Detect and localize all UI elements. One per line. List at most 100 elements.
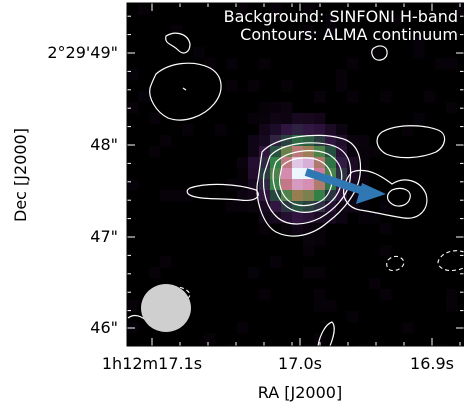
image-pixel	[325, 201, 337, 213]
image-pixel	[369, 146, 381, 158]
contour-small-north	[371, 45, 388, 61]
annotation-background: Background: SINFONI H-band	[224, 7, 458, 26]
image-pixel	[424, 91, 436, 103]
image-pixel	[314, 190, 326, 202]
image-pixel	[237, 179, 249, 191]
image-pixel	[248, 190, 260, 202]
image-pixel	[303, 201, 315, 213]
image-pixel	[270, 3, 282, 15]
image-pixel	[204, 58, 216, 70]
y-tick-label-49: 2°29'49"	[47, 43, 118, 62]
image-pixel	[369, 212, 381, 224]
image-pixel	[193, 47, 205, 59]
image-pixel	[303, 344, 315, 346]
image-pixel	[391, 14, 403, 26]
offset-arrow	[304, 168, 386, 204]
image-pixel	[281, 146, 293, 158]
image-pixel	[237, 3, 249, 15]
y-tick-label-48: 48"	[90, 135, 118, 154]
image-pixel	[259, 113, 271, 125]
image-pixel	[303, 146, 315, 158]
image-pixel	[347, 157, 359, 169]
image-pixel	[237, 190, 249, 202]
image-pixel	[248, 179, 260, 191]
image-pixel	[314, 113, 326, 125]
image-pixel	[160, 190, 172, 202]
image-pixel	[171, 190, 183, 202]
image-pixel	[303, 179, 315, 191]
image-pixel	[160, 256, 172, 268]
image-pixel	[281, 113, 293, 125]
image-pixel	[314, 289, 326, 301]
image-pixel	[303, 157, 315, 169]
image-pixel	[347, 201, 359, 213]
image-pixel	[358, 344, 370, 346]
image-pixel	[292, 223, 304, 235]
image-pixel	[292, 168, 304, 180]
y-tick-label-47: 47"	[90, 227, 118, 246]
image-pixel	[314, 124, 326, 136]
image-pixel	[160, 135, 172, 147]
sinfoni-h-band-image	[127, 3, 464, 346]
image-pixel	[259, 168, 271, 180]
image-pixel	[402, 322, 414, 334]
image-pixel	[446, 102, 458, 114]
image-pixel	[248, 201, 260, 213]
image-pixel	[358, 168, 370, 180]
image-pixel	[325, 124, 337, 136]
contour-northwest-2	[149, 62, 222, 121]
image-pixel	[446, 300, 458, 312]
alma-contours	[127, 32, 446, 346]
image-pixel	[138, 3, 150, 15]
image-pixel	[413, 36, 425, 48]
contour-east-loop	[386, 187, 411, 207]
image-pixel	[435, 344, 447, 346]
image-pixel	[303, 267, 315, 279]
y-tick-label-46: 46"	[90, 318, 118, 337]
image-pixel	[292, 212, 304, 224]
image-pixel	[259, 146, 271, 158]
image-pixel	[446, 289, 458, 301]
contour-level-4	[279, 157, 333, 207]
image-pixel	[358, 201, 370, 213]
image-pixel	[314, 157, 326, 169]
image-pixel	[281, 124, 293, 136]
image-pixel	[270, 124, 282, 136]
annotation-contours: Contours: ALMA continuum	[240, 25, 458, 44]
image-pixel	[237, 322, 249, 334]
image-pixel	[215, 124, 227, 136]
x-tick-label-16-9: 16.9s	[410, 354, 454, 373]
contour-northwest-1	[165, 32, 191, 54]
image-pixel	[292, 124, 304, 136]
image-pixel	[314, 135, 326, 147]
image-pixel	[259, 102, 271, 114]
image-pixel	[281, 135, 293, 147]
image-pixel	[281, 168, 293, 180]
arrow-shaft	[304, 168, 368, 196]
image-pixel	[347, 168, 359, 180]
image-pixel	[380, 201, 392, 213]
image-pixel	[314, 91, 326, 103]
image-pixel	[149, 113, 161, 125]
image-pixel	[380, 245, 392, 257]
image-pixel	[292, 190, 304, 202]
image-pixel	[347, 311, 359, 323]
image-pixel	[303, 190, 315, 202]
image-pixel	[270, 179, 282, 191]
image-pixel	[281, 212, 293, 224]
image-pixel	[358, 212, 370, 224]
image-pixel	[369, 278, 381, 290]
image-pixel	[314, 267, 326, 279]
image-pixel	[270, 212, 282, 224]
alma-beam	[141, 284, 191, 332]
image-pixel	[292, 135, 304, 147]
image-pixel	[226, 80, 238, 92]
image-pixel	[248, 146, 260, 158]
image-pixel	[248, 157, 260, 169]
image-pixel	[149, 267, 161, 279]
image-pixel	[303, 25, 315, 37]
image-pixel	[138, 91, 150, 103]
image-pixel	[127, 179, 139, 191]
image-pixel	[336, 212, 348, 224]
x-axis-label: RA [J2000]	[258, 383, 342, 402]
